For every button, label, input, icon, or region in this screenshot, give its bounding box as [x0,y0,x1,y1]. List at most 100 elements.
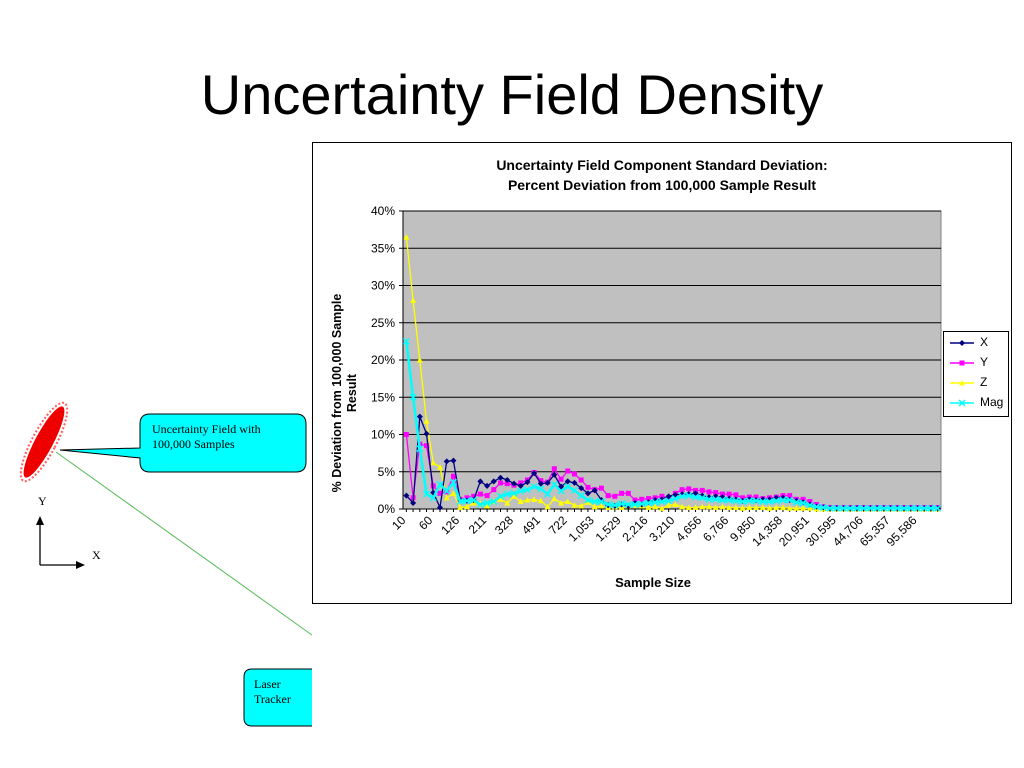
data-point-mag [577,492,585,500]
data-point-z [793,505,800,511]
data-point-z [679,503,686,510]
legend-swatch [950,380,974,386]
chart-plot: 0%5%10%15%20%25%30%35%40%10 60 126 211 328 49… [371,204,942,549]
data-point-y [484,493,490,499]
data-point-z [672,501,679,508]
data-point-x [477,478,484,485]
data-point-z [658,505,665,511]
data-point-mag [860,504,868,512]
y-tick-label: 20% [371,353,395,367]
data-point-mag [792,498,800,506]
data-point-x [443,458,450,465]
data-point-z [685,504,692,511]
data-point-y [625,490,631,496]
data-point-mag [907,504,915,512]
data-point-mag [806,501,814,509]
data-point-y [578,477,584,483]
chart-legend: X Y Z Mag [943,331,1009,417]
legend-item-mag: Mag [948,394,1008,412]
data-point-z [578,503,585,509]
data-point-mag [678,492,686,500]
data-point-z [766,505,773,511]
data-point-mag [853,504,861,512]
data-point-y [471,493,477,499]
data-point-z [712,504,719,511]
x-tick-label: 126 [438,513,462,537]
data-point-y [619,490,625,496]
data-point-mag [624,500,632,509]
data-point-mag [470,496,478,504]
legend-swatch [950,340,974,346]
data-point-mag [826,504,834,512]
data-point-x [665,493,672,500]
data-point-mag [920,504,928,512]
data-point-y [787,493,793,499]
data-point-mag [665,497,673,505]
data-point-x [517,482,524,489]
data-point-z [423,418,430,424]
data-point-mag [786,496,794,504]
data-point-mag [900,504,908,512]
callout-tracker-shape [243,668,312,727]
data-point-z [645,504,652,511]
data-point-mag [880,504,888,512]
data-point-y [645,496,651,502]
data-point-x [551,471,558,478]
x-tick-label: 4,656 [673,513,704,544]
data-point-z [786,505,793,511]
data-point-z [544,503,551,510]
data-point-mag [611,501,619,509]
data-point-z [705,503,712,510]
data-point-z [779,504,786,511]
x-tick-label: 2,216 [619,513,650,544]
uncertainty-point-cloud [19,401,69,483]
data-point-mag [739,498,747,506]
callout-field-text: Uncertainty Field with 100,000 Samples [152,422,261,451]
data-point-mag [523,486,531,494]
data-point-mag [759,498,767,506]
data-point-mag [517,487,525,495]
legend-marker [959,340,965,346]
data-point-y [706,489,712,495]
data-point-z [699,503,706,510]
data-point-z [753,504,760,511]
data-point-x [484,482,491,489]
data-point-mag [423,490,431,498]
data-point-y [558,476,564,482]
data-point-z [773,504,780,511]
data-point-mag [765,498,774,506]
legend-swatch [950,360,974,366]
data-point-mag [813,503,821,511]
x-tick-label: 3,210 [646,513,677,544]
data-point-z [504,500,511,506]
chart-title-line1: Uncertainty Field Component Standard Dev… [496,157,828,173]
data-point-z [416,357,423,363]
data-point-mag [550,480,558,488]
legend-item-z: Z [948,374,1008,392]
data-point-z [652,503,659,510]
data-point-x [416,413,423,420]
x-tick-label: 1,529 [593,513,624,544]
data-point-mag [887,504,895,512]
data-point-z [598,503,605,509]
slide-title: Uncertainty Field Density [200,63,824,126]
data-point-z [443,494,450,501]
data-point-x [558,483,565,490]
data-point-z [759,504,766,511]
data-point-z [497,496,504,502]
axis-y-letter: Y [38,494,47,508]
data-point-y [726,491,732,497]
data-point-mag [537,485,545,493]
data-point-z [430,459,437,466]
data-point-mag [705,495,713,503]
data-point-y [639,496,645,502]
data-point-mag [544,490,552,498]
data-point-x [544,479,551,486]
callout-field-shape [59,413,307,473]
axis-x-letter: X [92,548,101,562]
data-point-mag [618,500,626,508]
data-point-mag [718,496,726,504]
y-tick-label: 40% [371,204,395,218]
data-point-z [484,503,491,509]
data-point-y [605,493,611,499]
